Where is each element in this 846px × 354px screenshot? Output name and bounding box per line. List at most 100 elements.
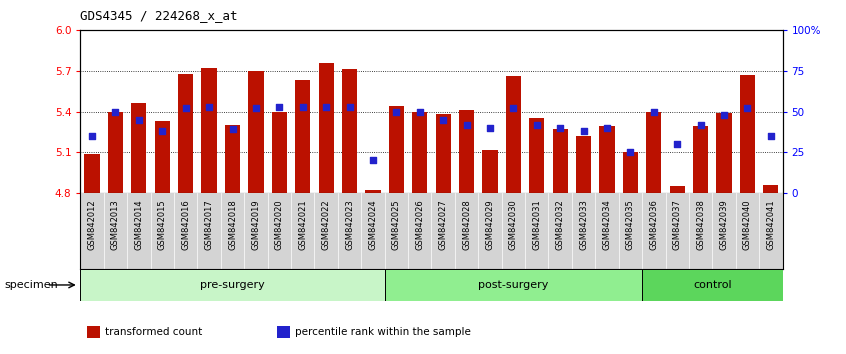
- Text: GSM842038: GSM842038: [696, 199, 705, 250]
- Text: GSM842030: GSM842030: [509, 199, 518, 250]
- Point: [179, 105, 193, 111]
- Point: [85, 133, 99, 139]
- Text: transformed count: transformed count: [105, 327, 202, 337]
- Point: [483, 125, 497, 131]
- Point: [366, 158, 380, 163]
- Bar: [85, 154, 100, 193]
- Point: [272, 104, 286, 109]
- Bar: [623, 152, 638, 193]
- Point: [389, 109, 404, 114]
- Bar: [506, 76, 521, 193]
- Text: GSM842034: GSM842034: [602, 199, 612, 250]
- Text: GSM842032: GSM842032: [556, 199, 564, 250]
- Bar: [552, 129, 568, 193]
- Point: [694, 122, 707, 127]
- Point: [320, 104, 333, 109]
- Point: [764, 133, 777, 139]
- Bar: [108, 112, 123, 193]
- Text: GSM842014: GSM842014: [135, 199, 143, 250]
- Bar: [693, 126, 708, 193]
- Bar: [530, 118, 544, 193]
- Bar: [642, 269, 783, 301]
- Point: [132, 117, 146, 122]
- Point: [624, 149, 637, 155]
- Text: GSM842027: GSM842027: [439, 199, 448, 250]
- Bar: [80, 269, 385, 301]
- Text: GSM842037: GSM842037: [673, 199, 682, 250]
- Text: specimen: specimen: [4, 280, 58, 290]
- Text: pre-surgery: pre-surgery: [201, 280, 265, 290]
- Bar: [412, 112, 427, 193]
- Point: [601, 125, 614, 131]
- Text: GSM842012: GSM842012: [88, 199, 96, 250]
- Text: GSM842041: GSM842041: [766, 199, 775, 250]
- Bar: [459, 110, 474, 193]
- Text: GDS4345 / 224268_x_at: GDS4345 / 224268_x_at: [80, 9, 238, 22]
- Bar: [201, 68, 217, 193]
- Point: [108, 109, 123, 114]
- Text: GSM842028: GSM842028: [462, 199, 471, 250]
- Text: GSM842022: GSM842022: [321, 199, 331, 250]
- Text: GSM842015: GSM842015: [158, 199, 167, 250]
- Text: GSM842025: GSM842025: [392, 199, 401, 250]
- Point: [202, 104, 216, 109]
- Bar: [272, 112, 287, 193]
- Text: GSM842035: GSM842035: [626, 199, 634, 250]
- Point: [460, 122, 474, 127]
- Text: GSM842026: GSM842026: [415, 199, 424, 250]
- Text: GSM842040: GSM842040: [743, 199, 752, 250]
- Bar: [249, 71, 263, 193]
- Bar: [277, 326, 289, 338]
- Text: GSM842029: GSM842029: [486, 199, 494, 250]
- Point: [437, 117, 450, 122]
- Bar: [670, 186, 684, 193]
- Point: [553, 125, 567, 131]
- Point: [226, 127, 239, 132]
- Text: GSM842039: GSM842039: [720, 199, 728, 250]
- Bar: [389, 106, 404, 193]
- Bar: [385, 269, 642, 301]
- Text: GSM842036: GSM842036: [650, 199, 658, 250]
- Bar: [225, 125, 240, 193]
- Bar: [295, 80, 310, 193]
- Bar: [576, 136, 591, 193]
- Bar: [155, 121, 170, 193]
- Bar: [319, 63, 333, 193]
- Point: [296, 104, 310, 109]
- Bar: [740, 75, 755, 193]
- Point: [670, 141, 684, 147]
- Bar: [482, 149, 497, 193]
- Point: [647, 109, 661, 114]
- Point: [530, 122, 544, 127]
- Text: GSM842017: GSM842017: [205, 199, 213, 250]
- Bar: [763, 185, 778, 193]
- Text: GSM842033: GSM842033: [580, 199, 588, 250]
- Point: [413, 109, 426, 114]
- Text: GSM842016: GSM842016: [181, 199, 190, 250]
- Text: GSM842031: GSM842031: [532, 199, 541, 250]
- Text: GSM842021: GSM842021: [299, 199, 307, 250]
- Text: post-surgery: post-surgery: [478, 280, 548, 290]
- Bar: [436, 114, 451, 193]
- Bar: [717, 113, 732, 193]
- Bar: [342, 69, 357, 193]
- Point: [577, 128, 591, 134]
- Point: [507, 105, 520, 111]
- Bar: [600, 126, 614, 193]
- Point: [156, 128, 169, 134]
- Text: GSM842013: GSM842013: [111, 199, 120, 250]
- Bar: [87, 326, 100, 338]
- Bar: [365, 190, 381, 193]
- Text: GSM842020: GSM842020: [275, 199, 283, 250]
- Point: [741, 105, 755, 111]
- Bar: [131, 103, 146, 193]
- Bar: [179, 74, 193, 193]
- Bar: [646, 112, 662, 193]
- Text: GSM842019: GSM842019: [251, 199, 261, 250]
- Point: [343, 104, 356, 109]
- Text: control: control: [693, 280, 732, 290]
- Text: GSM842023: GSM842023: [345, 199, 354, 250]
- Point: [717, 112, 731, 118]
- Text: percentile rank within the sample: percentile rank within the sample: [294, 327, 470, 337]
- Point: [250, 105, 263, 111]
